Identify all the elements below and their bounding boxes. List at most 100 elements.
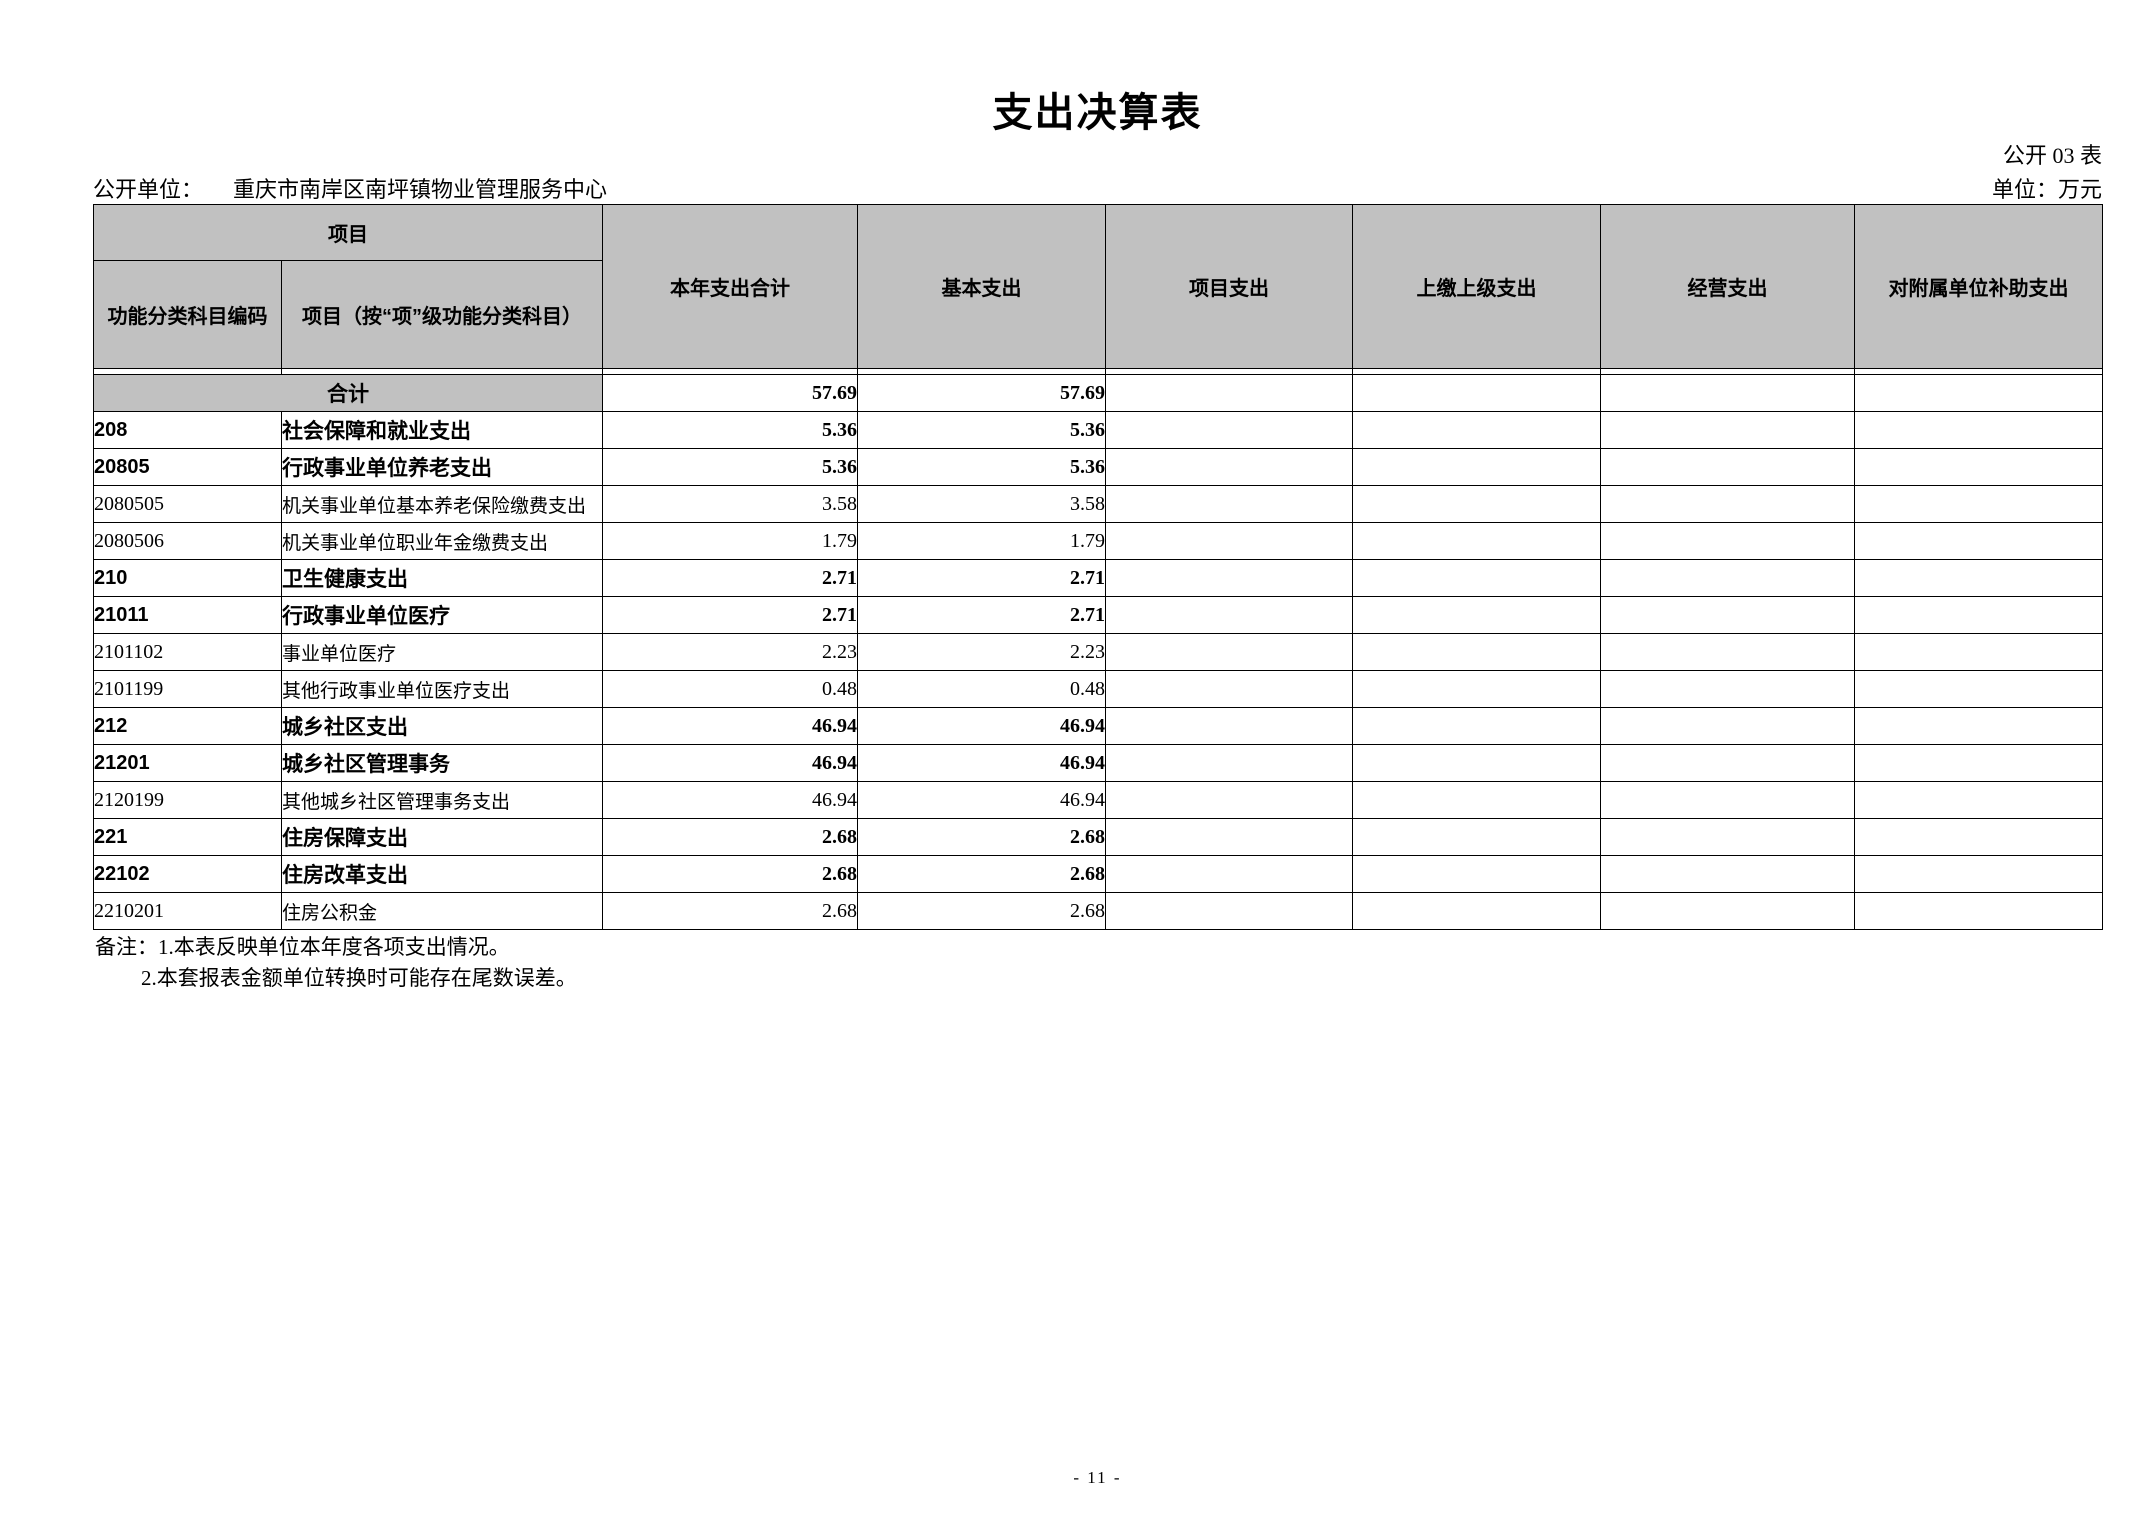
page-title: 支出决算表	[992, 90, 1203, 135]
row-value	[1600, 411, 1855, 449]
row-value	[1105, 633, 1353, 671]
row-value	[1600, 485, 1855, 523]
row-value	[1105, 448, 1353, 486]
row-value	[1105, 892, 1353, 930]
row-value: 46.94	[857, 707, 1106, 745]
row-value	[1105, 781, 1353, 819]
row-item-name: 行政事业单位养老支出	[281, 448, 603, 486]
row-item-name: 城乡社区支出	[281, 707, 603, 745]
row-item-name: 机关事业单位基本养老保险缴费支出	[281, 485, 603, 523]
row-value: 2.71	[602, 559, 858, 597]
row-code: 221	[93, 818, 282, 856]
row-value: 46.94	[857, 781, 1106, 819]
notes-block: 备注：1.本表反映单位本年度各项支出情况。 2.本套报表金额单位转换时可能存在尾…	[95, 932, 577, 994]
row-value	[1105, 818, 1353, 856]
row-value	[1854, 559, 2103, 597]
row-value: 2.71	[857, 596, 1106, 634]
header-col-item-name: 项目（按“项”级功能分类科目）	[281, 260, 603, 369]
row-value: 3.58	[857, 485, 1106, 523]
row-item-name: 城乡社区管理事务	[281, 744, 603, 782]
row-value: 1.79	[602, 522, 858, 560]
row-item-name: 机关事业单位职业年金缴费支出	[281, 522, 603, 560]
row-value	[1600, 892, 1855, 930]
row-code: 21011	[93, 596, 282, 634]
row-value: 2.68	[857, 855, 1106, 893]
row-value	[1105, 559, 1353, 597]
row-value	[1352, 485, 1601, 523]
table-row: 21011 行政事业单位医疗 2.71 2.71	[93, 596, 2103, 634]
row-value: 46.94	[602, 744, 858, 782]
note-line: 2.本套报表金额单位转换时可能存在尾数误差。	[141, 966, 577, 990]
row-item-name: 住房公积金	[281, 892, 603, 930]
row-value	[1600, 596, 1855, 634]
row-value	[1600, 707, 1855, 745]
row-value: 2.71	[857, 559, 1106, 597]
row-value: 5.36	[602, 411, 858, 449]
row-value	[1854, 670, 2103, 708]
table-row: 21201 城乡社区管理事务 46.94 46.94	[93, 744, 2103, 782]
row-item-name: 住房改革支出	[281, 855, 603, 893]
row-value: 2.68	[857, 818, 1106, 856]
row-value: 5.36	[857, 448, 1106, 486]
row-value	[1600, 522, 1855, 560]
total-value	[1854, 374, 2103, 412]
header-body-gap	[93, 368, 2103, 375]
row-value: 5.36	[857, 411, 1106, 449]
row-value: 3.58	[602, 485, 858, 523]
row-value: 1.79	[857, 522, 1106, 560]
row-value	[1352, 633, 1601, 671]
total-value: 57.69	[602, 374, 858, 412]
table-row: 210 卫生健康支出 2.71 2.71	[93, 559, 2103, 597]
header-col-upward-payment: 上缴上级支出	[1352, 204, 1601, 369]
row-item-name: 其他行政事业单位医疗支出	[281, 670, 603, 708]
total-value	[1352, 374, 1601, 412]
total-label: 合计	[93, 374, 603, 412]
table-row: 221 住房保障支出 2.68 2.68	[93, 818, 2103, 856]
row-value	[1105, 485, 1353, 523]
row-value: 2.68	[602, 855, 858, 893]
total-value: 57.69	[857, 374, 1106, 412]
row-value	[1352, 744, 1601, 782]
row-value	[1352, 522, 1601, 560]
row-value	[1600, 670, 1855, 708]
row-value: 2.71	[602, 596, 858, 634]
row-value	[1854, 781, 2103, 819]
publishing-unit-label: 公开单位：	[93, 177, 204, 202]
table-row: 2210201 住房公积金 2.68 2.68	[93, 892, 2103, 930]
row-value	[1600, 855, 1855, 893]
table-row: 22102 住房改革支出 2.68 2.68	[93, 855, 2103, 893]
row-value	[1854, 411, 2103, 449]
header-group-item: 项目	[93, 204, 603, 261]
publishing-unit-name: 重庆市南岸区南坪镇物业管理服务中心	[233, 177, 608, 202]
row-item-name: 事业单位医疗	[281, 633, 603, 671]
row-code: 2080506	[93, 522, 282, 560]
row-value	[1352, 707, 1601, 745]
row-value	[1105, 670, 1353, 708]
table-row: 2120199 其他城乡社区管理事务支出 46.94 46.94	[93, 781, 2103, 819]
row-value: 2.68	[857, 892, 1106, 930]
row-code: 2120199	[93, 781, 282, 819]
total-value	[1600, 374, 1855, 412]
page-number: - 11 -	[1073, 1468, 1122, 1487]
row-value	[1854, 892, 2103, 930]
table-row: 2080506 机关事业单位职业年金缴费支出 1.79 1.79	[93, 522, 2103, 560]
row-value	[1105, 707, 1353, 745]
row-value: 0.48	[857, 670, 1106, 708]
table-code-label: 公开 03 表	[2002, 143, 2102, 168]
row-value: 5.36	[602, 448, 858, 486]
table-row: 2080505 机关事业单位基本养老保险缴费支出 3.58 3.58	[93, 485, 2103, 523]
table-row: 2101102 事业单位医疗 2.23 2.23	[93, 633, 2103, 671]
row-value	[1105, 855, 1353, 893]
row-value	[1600, 818, 1855, 856]
row-code: 20805	[93, 448, 282, 486]
row-code: 208	[93, 411, 282, 449]
row-value	[1105, 411, 1353, 449]
header-col-basic: 基本支出	[857, 204, 1106, 369]
row-value	[1352, 670, 1601, 708]
note-line: 备注：1.本表反映单位本年度各项支出情况。	[95, 935, 510, 959]
row-value: 2.68	[602, 818, 858, 856]
row-value: 2.23	[602, 633, 858, 671]
row-value	[1854, 855, 2103, 893]
row-code: 2080505	[93, 485, 282, 523]
row-value: 0.48	[602, 670, 858, 708]
